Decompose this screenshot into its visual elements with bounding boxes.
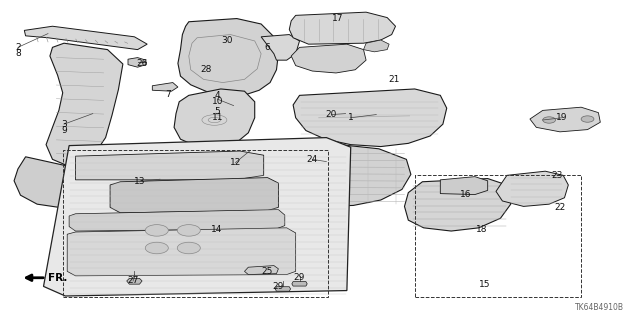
Text: 3: 3 (61, 120, 67, 129)
Polygon shape (236, 143, 411, 206)
Text: 21: 21 (388, 75, 399, 84)
Text: 18: 18 (476, 225, 487, 234)
Circle shape (543, 117, 556, 123)
Polygon shape (128, 58, 146, 67)
Polygon shape (174, 89, 255, 148)
Polygon shape (440, 177, 488, 195)
Circle shape (177, 225, 200, 236)
Circle shape (581, 116, 594, 122)
Text: 9: 9 (61, 126, 67, 135)
Text: 24: 24 (307, 155, 318, 164)
Text: 27: 27 (127, 276, 139, 285)
Text: 10: 10 (212, 97, 223, 106)
Text: 20: 20 (326, 110, 337, 119)
Text: 26: 26 (136, 59, 148, 68)
Polygon shape (291, 44, 366, 73)
Text: 19: 19 (556, 113, 568, 122)
Text: 12: 12 (230, 158, 241, 167)
Bar (415, 175, 581, 297)
Text: 17: 17 (332, 14, 344, 23)
Polygon shape (289, 12, 396, 44)
Polygon shape (110, 178, 278, 213)
Polygon shape (496, 171, 568, 206)
Text: 2: 2 (15, 43, 20, 52)
Polygon shape (46, 43, 123, 166)
Text: 7: 7 (165, 90, 170, 99)
Text: 5: 5 (215, 107, 220, 116)
Polygon shape (292, 282, 307, 286)
Text: 1: 1 (348, 113, 353, 122)
Text: 25: 25 (262, 267, 273, 276)
Polygon shape (24, 26, 147, 50)
Circle shape (145, 225, 168, 236)
Polygon shape (44, 138, 351, 296)
Polygon shape (152, 83, 178, 91)
Circle shape (145, 242, 168, 254)
Text: 30: 30 (221, 36, 233, 45)
Text: 13: 13 (134, 177, 145, 186)
Polygon shape (530, 107, 600, 132)
Text: 8: 8 (15, 49, 20, 58)
Text: FR.: FR. (48, 273, 67, 283)
Text: 11: 11 (212, 113, 223, 122)
Polygon shape (404, 179, 511, 231)
Polygon shape (69, 210, 285, 231)
Polygon shape (293, 89, 447, 147)
Text: 23: 23 (551, 171, 563, 180)
Text: 14: 14 (211, 225, 222, 234)
Text: 28: 28 (200, 65, 212, 74)
Text: 29: 29 (273, 282, 284, 291)
Polygon shape (275, 287, 291, 291)
Polygon shape (364, 40, 389, 52)
Polygon shape (14, 157, 95, 207)
Polygon shape (67, 228, 296, 276)
Text: 6: 6 (265, 43, 270, 52)
Text: 4: 4 (215, 91, 220, 100)
Bar (63, 150, 328, 297)
Polygon shape (244, 266, 278, 275)
Polygon shape (76, 151, 264, 180)
Polygon shape (127, 278, 142, 284)
Text: 15: 15 (479, 280, 491, 289)
Polygon shape (261, 35, 300, 60)
Polygon shape (178, 19, 278, 95)
Text: 16: 16 (460, 190, 472, 199)
Text: 22: 22 (554, 203, 566, 212)
Circle shape (177, 242, 200, 254)
Text: TK64B4910B: TK64B4910B (575, 303, 624, 312)
Text: 29: 29 (294, 273, 305, 282)
